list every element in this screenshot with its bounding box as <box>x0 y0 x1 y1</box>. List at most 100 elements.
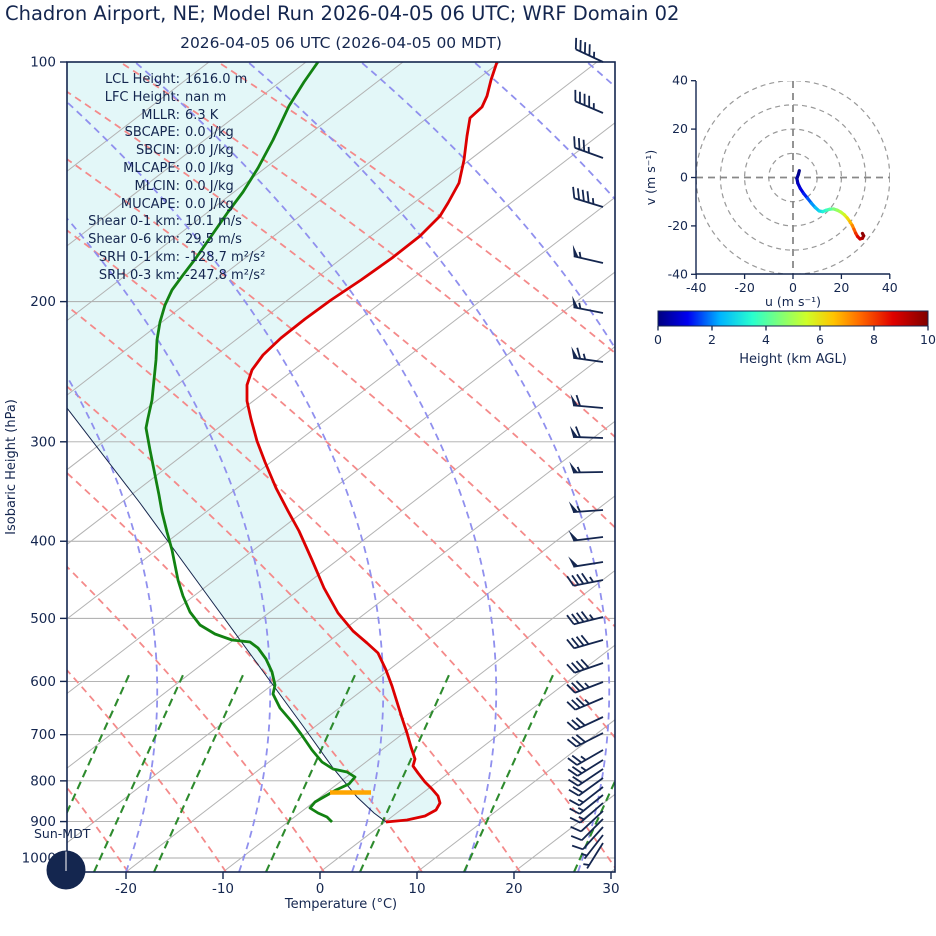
valid-time-subtitle: 2026-04-05 06 UTC (2026-04-05 00 MDT) <box>180 34 502 52</box>
pressure-tick-label: 300 <box>30 434 56 450</box>
sun-position-indicator <box>46 850 86 890</box>
mixing-ratio-line <box>93 674 184 872</box>
stat-label: Shear 0-1 km: <box>88 214 180 230</box>
parcel-profile-line <box>67 407 387 823</box>
pressure-tick-label: 200 <box>30 294 56 310</box>
isotherm-line <box>67 345 615 769</box>
stat-row: SRH 0-1 km: -128.7 m²/s² <box>60 249 265 267</box>
wind-barb <box>571 826 604 851</box>
hodograph-trace-segment <box>860 231 866 238</box>
stat-value: 0.0 J/kg <box>185 178 234 194</box>
wind-barb <box>566 732 604 748</box>
skewt-plot-background <box>67 62 936 872</box>
temperature-tick-label: 20 <box>505 881 522 897</box>
stat-row: Shear 0-1 km: 10.1 m/s <box>60 213 265 231</box>
wind-barb <box>574 37 604 63</box>
colorbar-tick-label: 2 <box>708 332 716 347</box>
stat-label: SRH 0-3 km: <box>98 267 180 283</box>
wind-barb <box>568 777 604 797</box>
hodograph-u-tick-label: 0 <box>789 280 797 295</box>
moist-adiabat-line <box>813 62 936 872</box>
hodograph-u-tick-label: -40 <box>686 280 706 295</box>
sun-indicator-label: Sun-MDT <box>34 826 91 841</box>
height-colorbar: 0 2 4 6 8 10 <box>654 310 936 347</box>
dewpoint-profile-line <box>144 62 357 823</box>
wind-barb <box>574 89 604 114</box>
isotherm-line <box>67 122 615 545</box>
wind-barb <box>568 786 604 807</box>
stat-row: LCL Height: 1616.0 m <box>60 71 265 89</box>
moist-adiabat-line <box>586 62 615 88</box>
wind-barb <box>570 818 604 842</box>
hodograph-grid <box>696 81 890 274</box>
stat-label: MLLR: <box>141 107 180 123</box>
wind-barb <box>583 842 604 869</box>
colorbar-tick-label: 8 <box>870 332 878 347</box>
isotherm-line <box>67 62 501 396</box>
wind-barb <box>569 461 604 474</box>
hodograph-v-tick-label: 40 <box>672 73 688 88</box>
wind-barb <box>570 394 604 409</box>
wind-barb <box>568 768 604 787</box>
wind-barb <box>568 501 604 513</box>
pressure-tick-label: 400 <box>30 534 56 550</box>
isotherm-line <box>222 569 615 872</box>
isotherm-line <box>67 62 307 247</box>
moist-adiabat-line <box>67 100 385 872</box>
dry-adiabat-line <box>67 158 615 628</box>
dry-adiabat-line <box>67 90 615 529</box>
mixing-ratio-line <box>153 674 244 872</box>
plot-frame <box>66 61 616 873</box>
stat-value: 1616.0 m <box>185 72 248 87</box>
hodograph-v-tick-label: 0 <box>680 170 688 185</box>
temperature-profile-line <box>245 62 499 824</box>
moist-adiabat-line <box>247 62 611 872</box>
temperature-tick-label: 10 <box>408 881 425 897</box>
wind-barb <box>569 425 604 439</box>
stat-row: SBCIN: 0.0 J/kg <box>60 142 265 160</box>
stat-label: LCL Height: <box>104 72 180 87</box>
mixing-ratio-line <box>690 675 779 872</box>
wind-barb <box>572 244 604 264</box>
isotherm-line <box>67 62 598 471</box>
stat-label: SBCIN: <box>136 143 180 159</box>
wind-barb <box>567 759 604 777</box>
isotherm-line <box>513 793 615 872</box>
isotherm-line <box>67 420 615 844</box>
stat-value: 0.0 J/kg <box>185 160 234 176</box>
wind-barb <box>572 186 604 208</box>
stat-label: SBCAPE: <box>124 125 180 141</box>
wind-barb <box>569 802 604 824</box>
moist-adiabat-line <box>134 62 498 872</box>
wind-barb <box>566 716 604 731</box>
wind-barb <box>571 346 604 363</box>
stat-value: 29.5 m/s <box>185 232 242 248</box>
colorbar-tick-label: 0 <box>654 332 662 347</box>
stat-label: SRH 0-1 km: <box>98 249 180 265</box>
isotherm-line <box>319 644 615 872</box>
temperature-tick-label: -10 <box>212 881 234 897</box>
isotherm-line <box>610 868 615 872</box>
mixing-ratio-line <box>67 674 130 815</box>
hodograph-u-tick-label: 20 <box>833 280 849 295</box>
stat-value: 10.1 m/s <box>185 214 242 230</box>
moist-adiabat-line <box>700 62 936 872</box>
stat-row: MLCAPE: 0.0 J/kg <box>60 160 265 178</box>
dry-adiabat-line <box>119 62 615 439</box>
stat-row: MLLR: 6.3 K <box>60 107 265 125</box>
sounding-stats-panel: LCL Height: 1616.0 m LFC Height: nan m MLLR:… <box>60 71 265 285</box>
wind-barb <box>566 697 604 711</box>
pressure-tick-label: 500 <box>30 611 56 627</box>
pressure-axis-label: Isobaric Height (hPa) <box>4 399 19 535</box>
wind-barb <box>568 556 604 568</box>
mixing-ratio-line <box>265 674 356 872</box>
moist-adiabat-line <box>67 374 159 872</box>
stat-row: Shear 0-6 km: 29.5 m/s <box>60 231 265 249</box>
hodograph-v-tick-label: -40 <box>668 266 688 281</box>
skewt-axes: 100 200 300 400 500 600 700 800 900 1000 -20 -10 0 10… <box>22 55 620 898</box>
temperature-axis-label: Temperature (°C) <box>284 897 397 912</box>
stat-label: MLCIN: <box>134 178 180 194</box>
moist-adiabat-line <box>67 217 272 872</box>
stat-value: 0.0 J/kg <box>185 196 234 212</box>
